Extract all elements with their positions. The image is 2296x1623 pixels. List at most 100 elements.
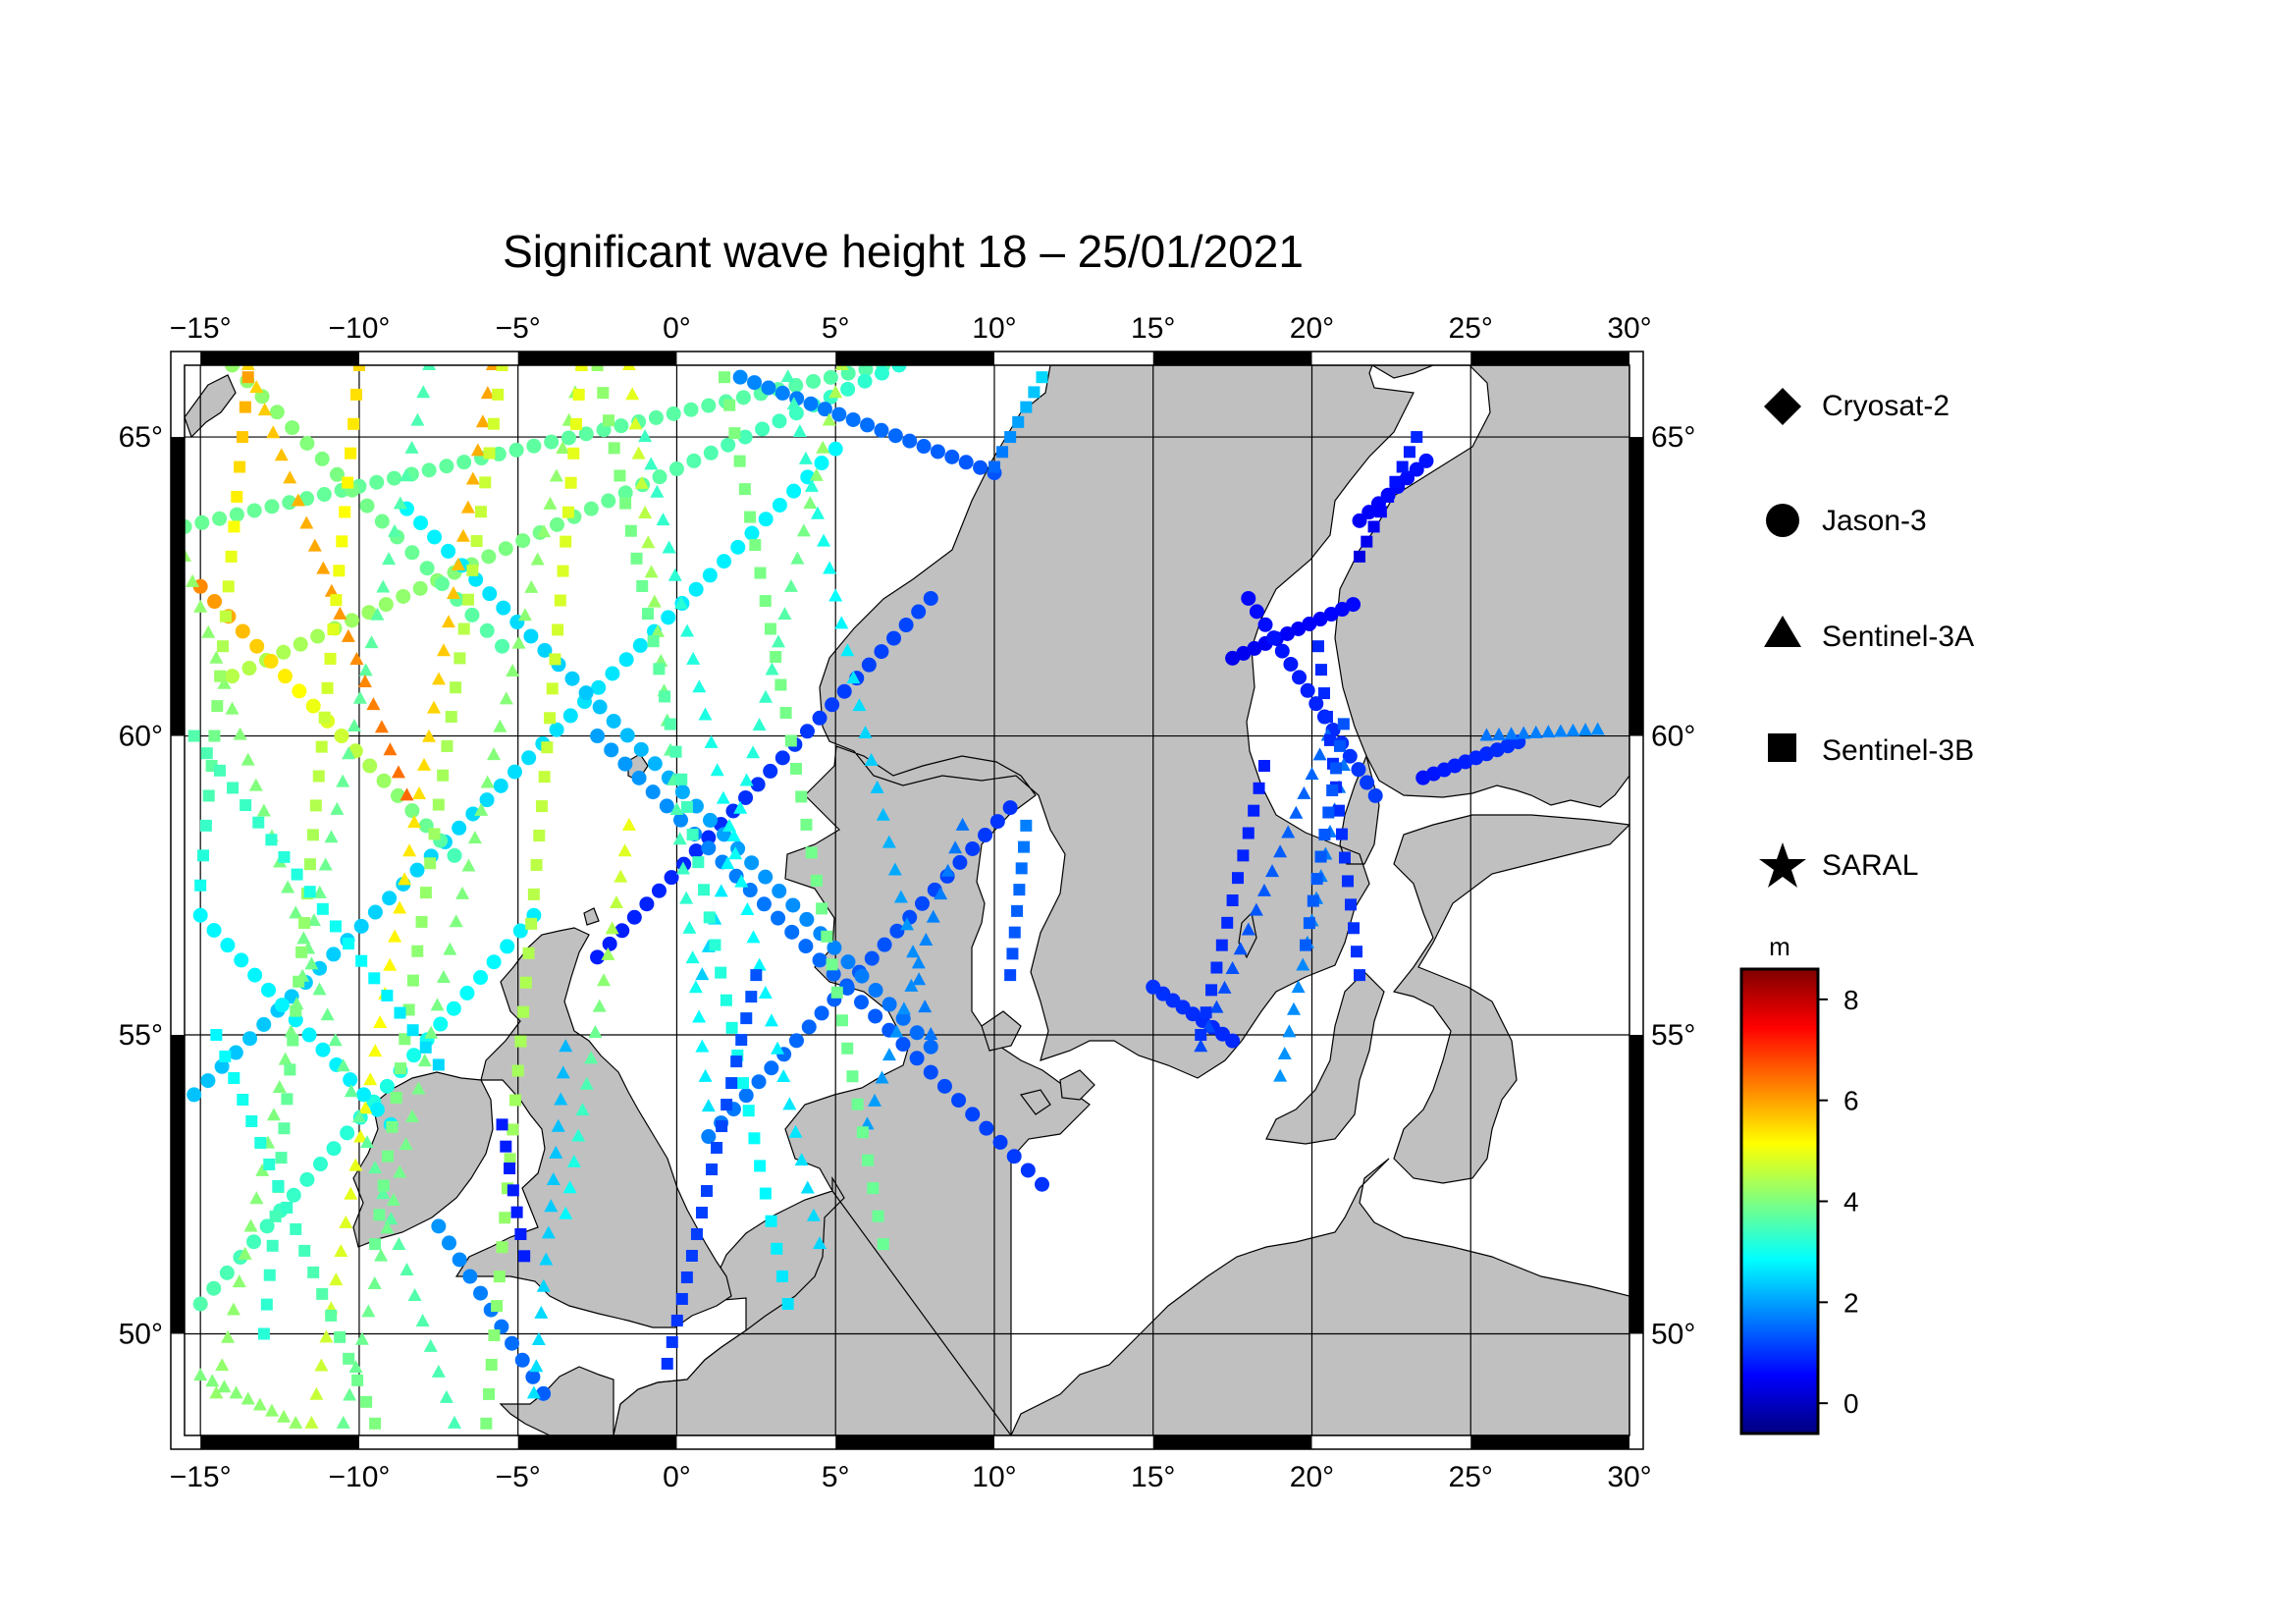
jason-3-track-12-point-6 [1291, 621, 1307, 636]
sentinel-3a-track-13-point-2 [1504, 727, 1519, 740]
sentinel-3b-track-4-point-13 [514, 1035, 527, 1048]
jason-3-track-2-point-36 [688, 581, 704, 597]
sentinel-3b-track-1-point-31 [347, 417, 360, 430]
sentinel-3a-track-8-point-13 [734, 874, 749, 888]
sentinel-3a-track-1-point-23 [417, 757, 432, 771]
sentinel-3b-track-4-point-0 [480, 1417, 493, 1430]
jason-3-track-17-point-6 [817, 402, 832, 417]
jason-3-track-1-point-17 [515, 533, 531, 549]
sentinel-3a-track-2-point-19 [296, 931, 311, 945]
sentinel-3b-track-6-point-7 [754, 567, 767, 579]
sentinel-3a-track-2-point-14 [336, 1058, 350, 1072]
sentinel-3b-track-11-point-2 [1348, 922, 1361, 935]
sentinel-3b-track-1-point-20 [315, 740, 328, 753]
sentinel-3b-track-7-point-2 [504, 1163, 516, 1175]
jason-3-track-6-point-35 [881, 997, 897, 1012]
sentinel-3a-track-10-point-9 [926, 909, 940, 923]
sentinel-3b-track-9-point-3 [1012, 415, 1025, 428]
sentinel-3b-track-6-point-1 [723, 399, 736, 411]
sentinel-3b-track-6-point-23 [835, 1014, 848, 1027]
sentinel-3b-track-15-point-10 [316, 902, 329, 915]
sentinel-3a-track-8-point-25 [662, 540, 676, 554]
sentinel-3a-track-12-point-2 [1282, 1024, 1297, 1038]
sentinel-3b-track-4-point-11 [508, 1094, 521, 1107]
jason-3-track-0-point-32 [735, 390, 751, 406]
jason-3-track-2-point-14 [382, 891, 398, 906]
sentinel-3b-track-8-point-18 [750, 969, 763, 982]
jason-3-track-8-point-19 [853, 995, 869, 1010]
jason-3-track-13-point-2 [1257, 617, 1273, 632]
sentinel-3b-track-12-point-9 [1242, 827, 1255, 839]
sentinel-3b-track-4-point-27 [552, 623, 564, 636]
sentinel-3a-track-8-point-10 [752, 957, 767, 971]
sentinel-3a-track-8-point-4 [788, 1124, 803, 1138]
sentinel-3a-track-4-point-35 [354, 1331, 369, 1345]
sentinel-3b-track-15-point-3 [227, 782, 240, 794]
sentinel-3b-track-5-point-30 [759, 1187, 772, 1200]
jason-3-track-0-point-5 [264, 499, 280, 514]
jason-3-track-3-point-4 [246, 1234, 262, 1250]
sentinel-3a-track-13-point-8 [1578, 723, 1593, 736]
colorbar-ramp [1739, 967, 1820, 1435]
sentinel-3a-track-9-point-15 [870, 780, 884, 793]
sentinel-3b-track-5-point-24 [725, 1021, 738, 1034]
sentinel-3b-track-15-point-11 [329, 920, 342, 933]
sentinel-3b-track-2-point-26 [479, 476, 492, 489]
jason-3-track-6-point-38 [923, 1039, 938, 1055]
jason-3-track-6-point-7 [496, 600, 511, 616]
jason-3-track-1-point-9 [378, 597, 394, 613]
jason-3-track-13-point-13 [1351, 762, 1366, 778]
jason-3-track-1-point-28 [703, 445, 719, 460]
sentinel-3a-track-1-point-21 [407, 815, 422, 829]
sentinel-3a-track-2-point-0 [447, 1415, 461, 1429]
jason-3-track-2-point-2 [214, 1058, 230, 1074]
sentinel-3a-track-8-point-0 [813, 1236, 828, 1250]
jason-3-track-6-point-22 [703, 812, 719, 828]
jason-3-track-4-point-24 [886, 630, 902, 646]
sentinel-3a-track-7-point-16 [651, 623, 666, 637]
sentinel-3b-track-2-point-4 [386, 1120, 399, 1133]
sentinel-3b-track-5-point-22 [715, 966, 727, 979]
sentinel-3b-track-3-point-15 [343, 1352, 355, 1365]
jason-3-track-8-point-22 [895, 1037, 911, 1053]
sentinel-3a-track-0-point-30 [382, 552, 397, 566]
jason-3-track-6-point-13 [578, 685, 594, 701]
sentinel-3b-track-3-point-18 [369, 1417, 382, 1430]
sentinel-3b-track-5-point-17 [686, 829, 699, 841]
frame-bar-top-1 [200, 352, 359, 365]
sentinel-3b-track-2-point-28 [487, 417, 500, 430]
sentinel-3a-track-3-point-4 [274, 448, 289, 461]
sentinel-3b-track-2-point-23 [466, 564, 479, 576]
lon-label-top-8: 25° [1449, 312, 1493, 345]
sentinel-3a-track-4-point-8 [524, 579, 539, 593]
sentinel-3b-track-1-point-6 [275, 1152, 288, 1164]
sentinel-3a-track-4-point-37 [343, 1387, 357, 1401]
jason-3-track-11-point-7 [292, 683, 307, 699]
sentinel-3b-track-2-point-18 [445, 711, 457, 724]
jason-3-track-17-point-11 [887, 428, 903, 444]
sentinel-3b-track-6-point-20 [821, 930, 833, 943]
jason-3-track-5-point-23 [989, 814, 1005, 830]
legend-item-sentinel-3b: Sentinel-3B [1768, 733, 1974, 767]
jason-3-track-2-point-31 [618, 652, 634, 668]
sentinel-3b-track-10-point-7 [1020, 819, 1033, 832]
jason-3-track-5-point-22 [978, 828, 993, 843]
sentinel-3a-track-9-point-20 [900, 917, 914, 931]
jason-3-track-4-point-22 [861, 657, 877, 673]
sentinel-3a-track-0-point-1 [215, 1358, 230, 1372]
sentinel-3b-track-11-point-14 [1311, 640, 1324, 653]
sentinel-3b-track-5-point-31 [765, 1215, 777, 1227]
jason-3-track-5-point-24 [1002, 800, 1018, 816]
sentinel-3a-track-1-point-8 [344, 1186, 358, 1200]
sentinel-3a-track-2-point-3 [423, 1338, 438, 1352]
jason-3-track-1-point-3 [276, 644, 292, 660]
jason-3-track-5-point-9 [814, 1005, 829, 1021]
jason-3-track-8-point-1 [604, 742, 619, 758]
sentinel-3a-track-14-point-5 [539, 1252, 554, 1266]
jason-3-track-7-point-6 [404, 545, 420, 561]
sentinel-3b-track-1-point-28 [339, 506, 351, 518]
sentinel-3a-track-0-point-0 [209, 1385, 224, 1399]
sentinel-3a-track-1-point-20 [402, 843, 417, 857]
sentinel-3a-track-1-point-31 [455, 528, 470, 542]
jason-3-track-4-point-25 [898, 618, 914, 633]
